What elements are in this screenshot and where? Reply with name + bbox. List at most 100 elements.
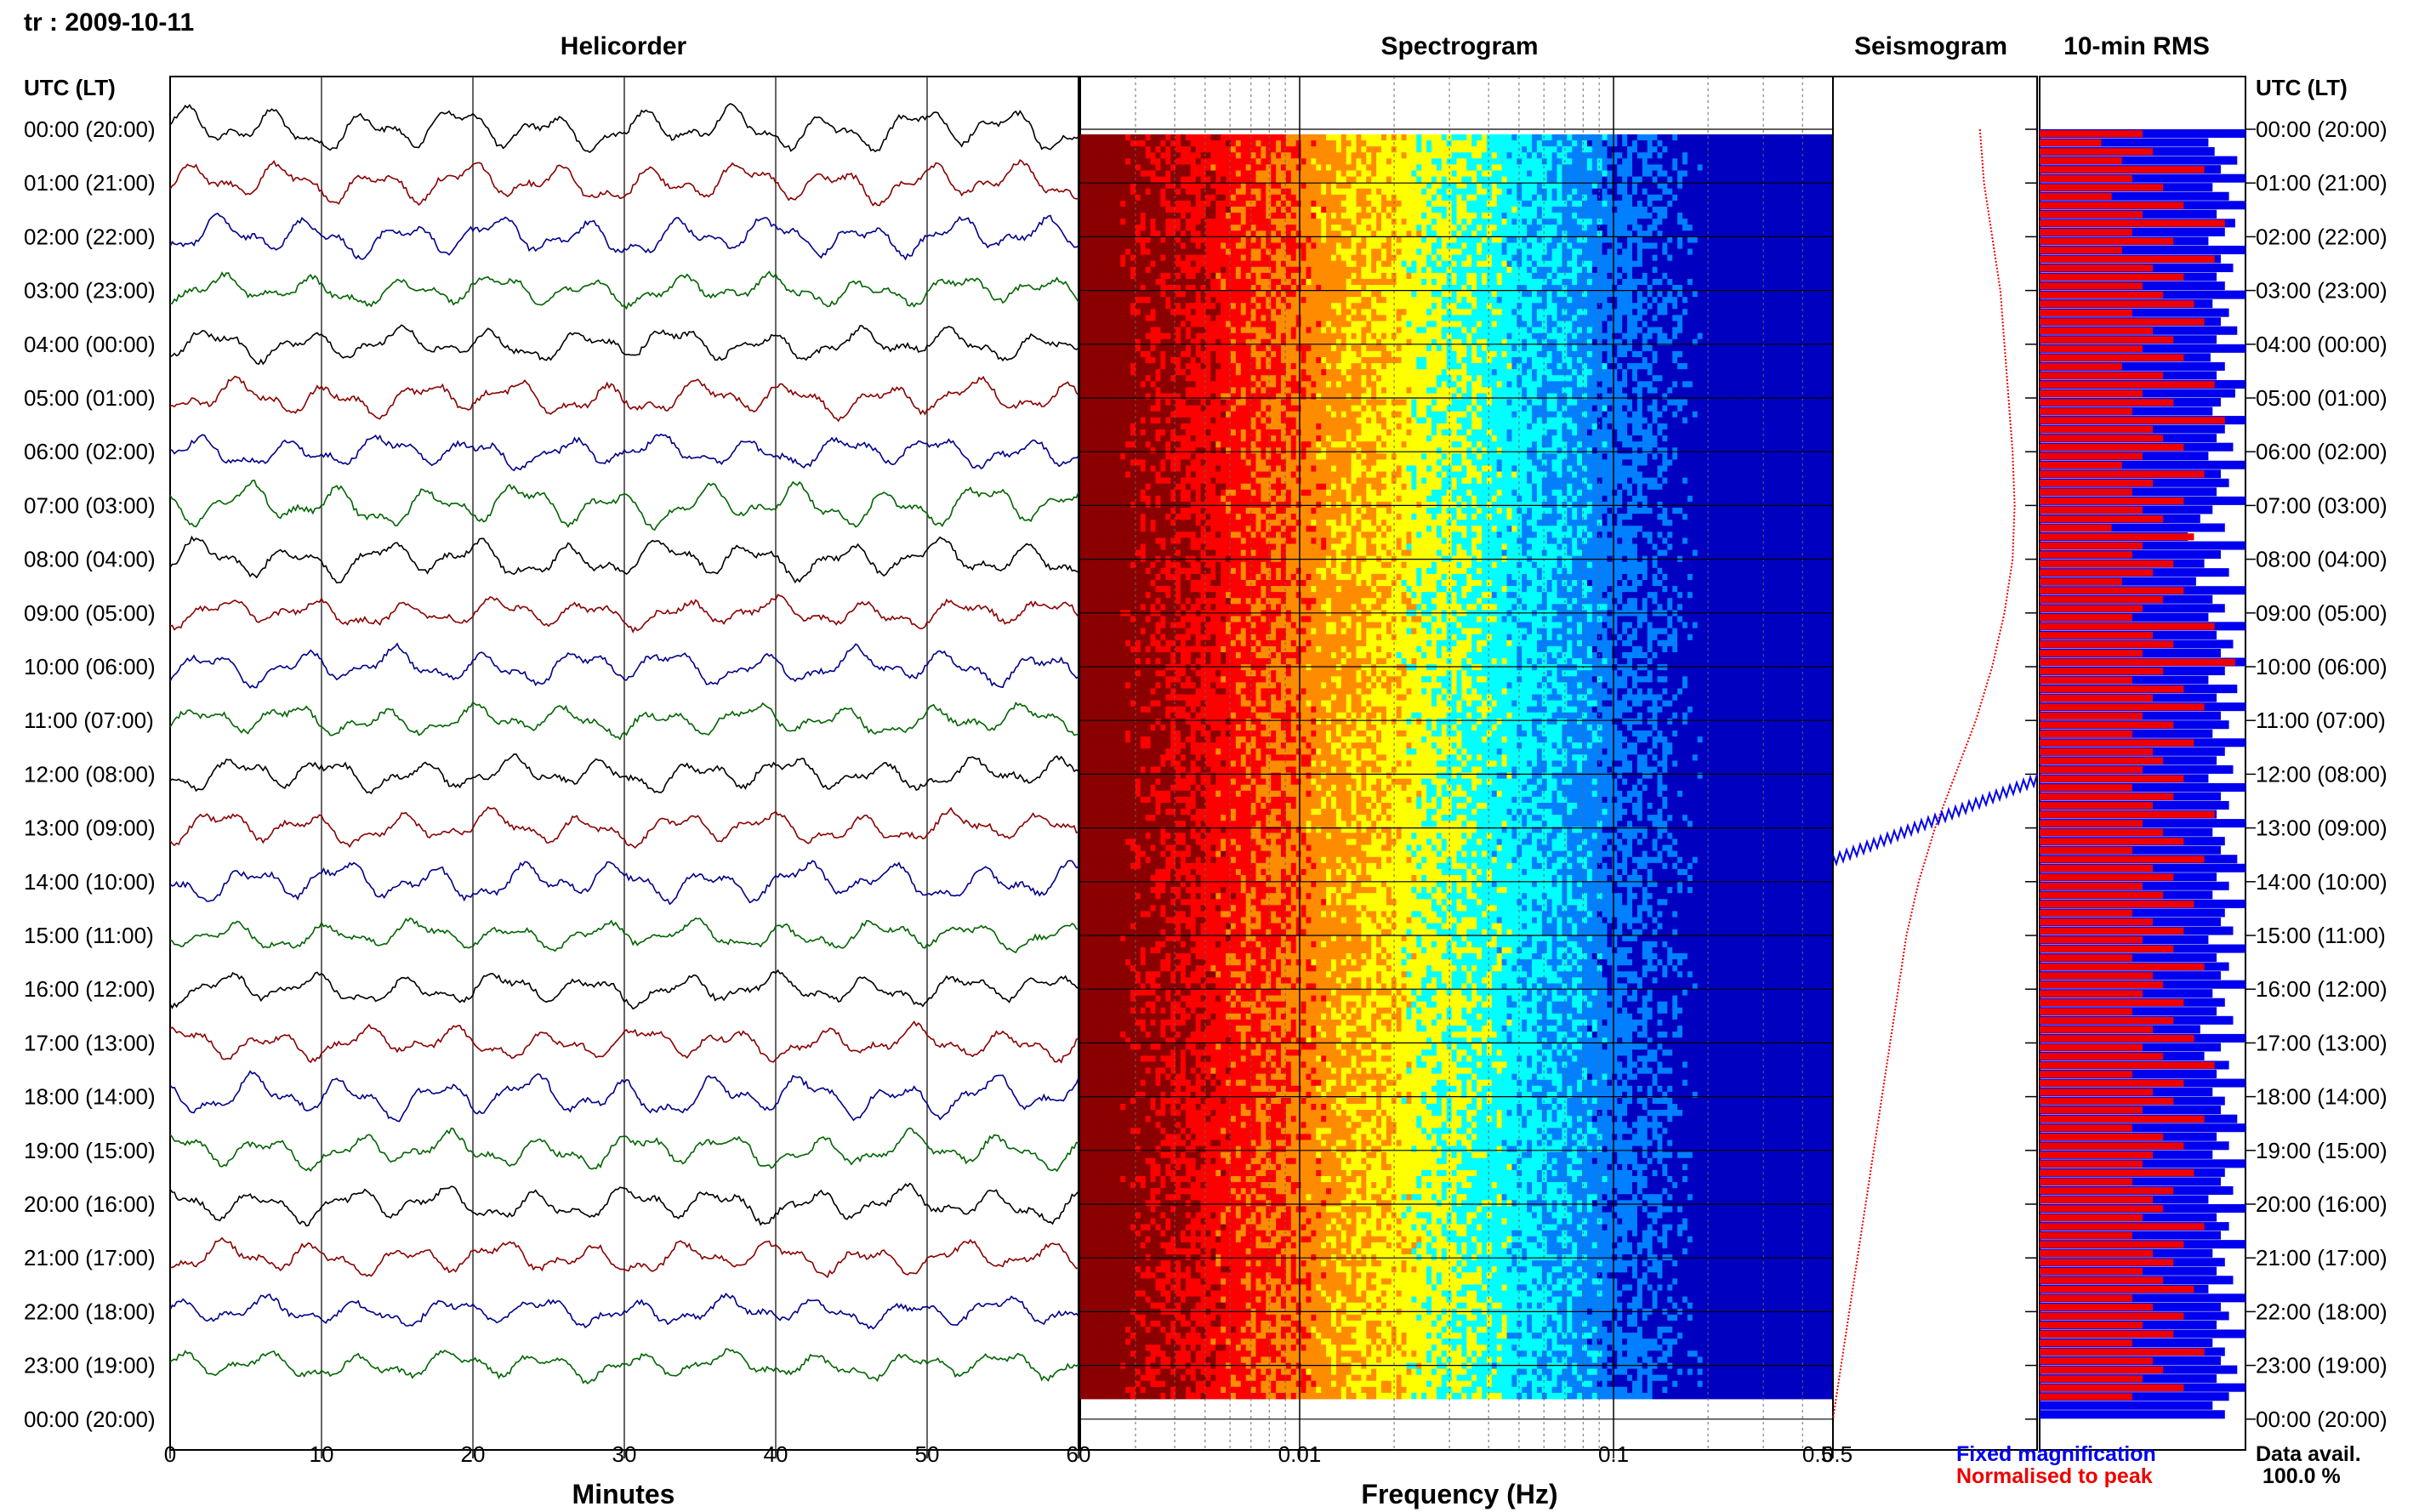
spectrogram-cell — [1231, 177, 1236, 183]
spectrogram-cell — [1477, 201, 1482, 207]
spectrogram-cell — [1753, 177, 1758, 183]
spectrogram-cell — [1376, 146, 1381, 152]
spectrogram-cell — [1437, 201, 1442, 207]
spectrogram-cell — [1221, 303, 1226, 309]
spectrogram-cell — [1286, 315, 1291, 321]
spectrogram-cell — [1477, 242, 1482, 248]
spectrogram-cell — [1221, 164, 1226, 170]
spectrogram-cell — [1246, 177, 1251, 183]
spectrogram-cell — [1471, 279, 1477, 285]
spectrogram-cell — [1693, 242, 1698, 248]
spectrogram-cell — [1597, 146, 1602, 152]
spectrogram-cell — [1402, 219, 1407, 225]
spectrogram-cell — [1110, 201, 1115, 207]
spectrogram-cell — [1658, 242, 1663, 248]
spectrogram-cell — [1733, 134, 1738, 140]
spectrogram-cell — [1271, 146, 1276, 152]
spectrogram-cells — [1080, 134, 1833, 1399]
spectrogram-cell — [1366, 261, 1371, 267]
spectrogram-cell — [1352, 242, 1357, 248]
spectrogram-cell — [1527, 249, 1532, 255]
spectrogram-cell — [1642, 225, 1648, 230]
spectrogram-cell — [1336, 170, 1341, 176]
spectrogram-cell — [1331, 315, 1336, 321]
spectrogram-cell — [1311, 201, 1316, 207]
spectrogram-cell — [1402, 255, 1407, 261]
spectrogram-cell — [1341, 279, 1346, 285]
spectrogram-cell — [1517, 164, 1522, 170]
spectrogram-cell — [1532, 236, 1537, 242]
spectrogram-cell — [1080, 327, 1085, 333]
spectrogram-cell — [1361, 230, 1366, 236]
spectrogram-cell — [1291, 267, 1296, 273]
spectrogram-cell — [1191, 195, 1196, 201]
spectrogram-cell — [1085, 279, 1090, 285]
spectrogram-cell — [1407, 213, 1412, 219]
spectrogram-cell — [1442, 195, 1447, 201]
spectrogram-cell — [1407, 279, 1412, 285]
spectrogram-cell — [1808, 261, 1813, 267]
spectrogram-cell — [1648, 255, 1653, 261]
spectrogram-cell — [1537, 303, 1542, 309]
spectrogram-cell — [1125, 213, 1130, 219]
spectrogram-cell — [1818, 164, 1823, 170]
spectrogram-cell — [1241, 164, 1246, 170]
spectrogram-cell — [1311, 213, 1316, 219]
spectrogram-cell — [1788, 207, 1793, 213]
spectrogram-cell — [1341, 236, 1346, 242]
spectrogram-cell — [1457, 177, 1462, 183]
spectrogram-cell — [1115, 309, 1120, 315]
spectrogram-cell — [1818, 170, 1823, 176]
spectrogram-cell — [1231, 261, 1236, 267]
spectrogram-cell — [1306, 158, 1312, 164]
spectrogram-cell — [1672, 213, 1677, 219]
spectrogram-cell — [1517, 207, 1522, 213]
spectrogram-cell — [1421, 134, 1426, 140]
spectrogram-cell — [1120, 279, 1125, 285]
spectrogram-cell — [1407, 273, 1412, 279]
spectrogram-cell — [1101, 291, 1106, 297]
spectrogram-cell — [1291, 230, 1296, 236]
spectrogram-cell — [1622, 225, 1627, 230]
spectrogram-cell — [1431, 146, 1437, 152]
spectrogram-cell — [1291, 170, 1296, 176]
spectrogram-cell — [1758, 170, 1763, 176]
spectrogram-cell — [1552, 213, 1557, 219]
spectrogram-cell — [1136, 309, 1141, 315]
spectrogram-cell — [1662, 249, 1667, 255]
spectrogram-cell — [1366, 236, 1371, 242]
spectrogram-cell — [1437, 140, 1442, 146]
spectrogram-cell — [1758, 236, 1763, 242]
spectrogram-cell — [1352, 134, 1357, 140]
spectrogram-cell — [1753, 279, 1758, 285]
spectrogram-cell — [1653, 140, 1658, 146]
spectrogram-cell — [1407, 291, 1412, 297]
spectrogram-cell — [1662, 297, 1667, 303]
spectrogram-cell — [1672, 261, 1677, 267]
spectrogram-cell — [1146, 201, 1151, 207]
spectrogram-cell — [1662, 170, 1667, 176]
spectrogram-cell — [1608, 189, 1613, 195]
spectrogram-cell — [1286, 134, 1291, 140]
spectrogram-cell — [1352, 291, 1357, 297]
spectrogram-cell — [1733, 195, 1738, 201]
spectrogram-cell — [1653, 207, 1658, 213]
spectrogram-cell — [1311, 225, 1316, 230]
spectrogram-cell — [1823, 321, 1828, 327]
spectrogram-cell — [1542, 303, 1547, 309]
spectrogram-cell — [1627, 315, 1632, 321]
spectrogram-cell — [1346, 207, 1352, 213]
spectrogram-cell — [1386, 230, 1392, 236]
spectrogram-cell — [1426, 134, 1431, 140]
spectrogram-cell — [1767, 134, 1773, 140]
spectrogram-cell — [1136, 219, 1141, 225]
spectrogram-cell — [1186, 255, 1191, 261]
spectrogram-cell — [1151, 195, 1156, 201]
spectrogram-cell — [1813, 261, 1818, 267]
spectrogram-cell — [1361, 177, 1366, 183]
spectrogram-cell — [1386, 279, 1392, 285]
spectrogram-cell — [1191, 236, 1196, 242]
spectrogram-cell — [1823, 249, 1828, 255]
spectrogram-cell — [1818, 267, 1823, 273]
time-label-right: 18:00 (14:00) — [2256, 1084, 2388, 1110]
